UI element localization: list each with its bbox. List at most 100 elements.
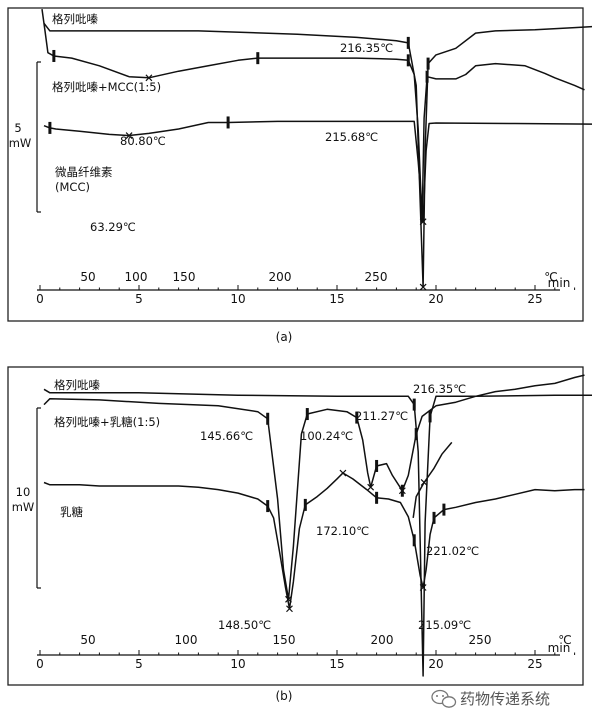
time-tick-label: 25 <box>527 657 542 671</box>
peak-cross-marker <box>420 479 428 486</box>
panel-b-ticks: 0 5 10 15 20 25 min <box>36 641 576 671</box>
temp-tick-label: 100 <box>175 633 198 647</box>
series-label-glipizide-mcc: 格列吡嗪+MCC(1:5) <box>52 80 161 94</box>
integration-marker <box>256 52 260 65</box>
time-tick-label: 5 <box>135 657 143 671</box>
series-line-b-3 <box>412 441 453 519</box>
annotation-a-63-29: 63.29℃ <box>90 220 136 234</box>
temp-tick-label: 200 <box>269 270 292 284</box>
integration-marker <box>412 398 416 411</box>
annotation-a-80-80: 80.80℃ <box>120 134 166 148</box>
integration-marker <box>48 121 52 134</box>
series-label-mcc-sub: (MCC) <box>55 180 90 194</box>
annotation-b-211-27: 211.27℃ <box>355 409 408 423</box>
peak-cross-marker <box>419 218 427 226</box>
series-line-a-0 <box>43 22 592 288</box>
integration-marker <box>414 428 418 441</box>
series-label-mcc: 微晶纤维素 <box>55 165 113 179</box>
integration-marker <box>52 49 56 62</box>
peak-cross-marker <box>145 74 153 82</box>
time-unit-label: min <box>548 276 571 290</box>
series-line-b-0 <box>43 388 592 677</box>
integration-marker <box>375 491 379 504</box>
integration-marker <box>303 498 307 511</box>
series-line-b-1 <box>43 374 585 601</box>
integration-marker <box>425 70 429 83</box>
annotation-b-145-66: 145.66℃ <box>200 429 253 443</box>
panel-a-scale-value: 5 <box>14 121 21 135</box>
series-label-glipizide-lactose: 格列吡嗪+乳糖(1:5) <box>54 415 160 429</box>
panel-b-temp-labels: 50 100 150 200 250 ℃ <box>80 633 571 647</box>
series-label-lactose: 乳糖 <box>60 505 83 519</box>
series-label-glipizide-b: 格列吡嗪 <box>54 378 100 392</box>
panel-a-curves <box>41 8 592 288</box>
peak-cross-marker <box>125 132 133 139</box>
integration-marker <box>406 36 410 49</box>
series-label-glipizide-a: 格列吡嗪 <box>52 12 98 26</box>
integration-marker <box>412 534 416 547</box>
peak-cross-marker <box>285 595 292 603</box>
integration-marker <box>432 511 436 524</box>
peak-cross-marker <box>419 584 427 591</box>
time-unit-label: min <box>548 641 571 655</box>
panel-b: 10 mW 0 5 10 15 20 25 min 50 100 150 200 250 ℃ 格列吡嗪… <box>7 366 592 686</box>
annotation-a-215-68: 215.68℃ <box>325 130 378 144</box>
time-tick-label: 15 <box>329 292 344 306</box>
time-tick-label: 25 <box>527 292 542 306</box>
panel-b-scale-unit: mW <box>12 500 35 514</box>
peak-cross-marker <box>367 483 375 491</box>
wechat-icon <box>431 689 457 708</box>
temp-unit-label: ℃ <box>544 270 557 284</box>
time-tick-label: 10 <box>230 657 245 671</box>
annotation-b-100-24: 100.24℃ <box>300 429 353 443</box>
time-tick-label: 20 <box>428 657 443 671</box>
temp-unit-label: ℃ <box>558 633 571 647</box>
annotation-b-221-02: 221.02℃ <box>426 544 479 558</box>
integration-marker <box>442 503 446 516</box>
integration-marker <box>266 412 270 425</box>
time-tick-label: 5 <box>135 292 143 306</box>
panel-a-frame <box>7 7 584 322</box>
temp-tick-label: 100 <box>125 270 148 284</box>
peak-cross-marker <box>419 283 427 291</box>
integration-marker <box>226 116 230 129</box>
peak-cross-marker <box>398 487 406 495</box>
integration-marker <box>355 411 359 424</box>
panel-a-ticks: 0 5 10 15 20 25 min <box>36 276 576 306</box>
time-tick-label: 0 <box>36 657 44 671</box>
panel-b-frame <box>7 366 584 686</box>
integration-marker <box>266 500 270 513</box>
panel-a-label: (a) <box>276 330 293 344</box>
panel-b-scale-value: 10 <box>16 485 31 499</box>
time-tick-label: 15 <box>329 657 344 671</box>
series-line-a-2 <box>43 120 592 223</box>
panel-a-scale-unit: mW <box>9 136 32 150</box>
panel-a-markers <box>48 36 430 291</box>
temp-tick-label: 150 <box>173 270 196 284</box>
temp-tick-label: 200 <box>371 633 394 647</box>
time-tick-label: 10 <box>230 292 245 306</box>
annotation-b-172-10: 172.10℃ <box>316 524 369 538</box>
annotation-a-216-35: 216.35℃ <box>340 41 393 55</box>
watermark: 药物传递系统 <box>431 689 550 708</box>
peak-cross-marker <box>286 605 293 613</box>
temp-tick-label: 50 <box>80 633 95 647</box>
series-line-b-2 <box>43 472 585 610</box>
temp-tick-label: 250 <box>365 270 388 284</box>
temp-tick-label: 50 <box>80 270 95 284</box>
annotation-b-215-09: 215.09℃ <box>418 618 471 632</box>
integration-marker <box>406 54 410 67</box>
time-tick-label: 0 <box>36 292 44 306</box>
watermark-text: 药物传递系统 <box>460 690 550 708</box>
time-tick-label: 20 <box>428 292 443 306</box>
annotation-b-148-50: 148.50℃ <box>218 618 271 632</box>
integration-marker <box>375 459 379 472</box>
temp-tick-label: 250 <box>469 633 492 647</box>
annotation-b-216-35: 216.35℃ <box>413 382 466 396</box>
panel-a-temp-labels: 50 100 150 200 250 ℃ <box>80 270 557 284</box>
integration-marker <box>426 57 430 70</box>
temp-tick-label: 150 <box>273 633 296 647</box>
peak-cross-marker <box>339 469 347 477</box>
